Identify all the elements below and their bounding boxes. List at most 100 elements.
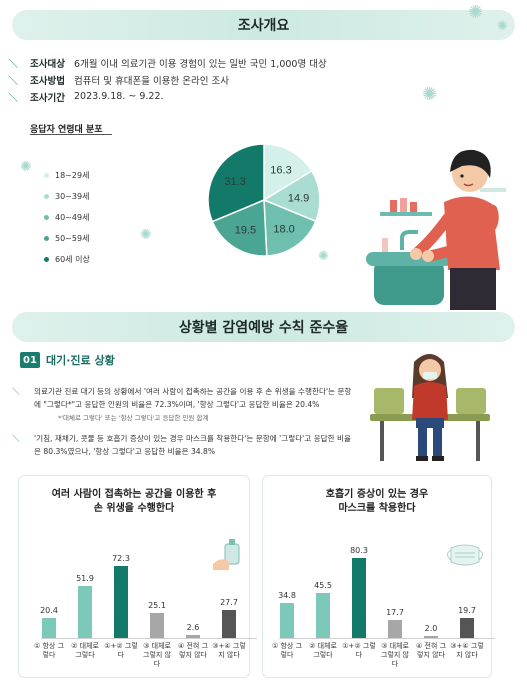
paragraph-mask: ＼ '기침, 재채기, 콧물 등 호흡기 증상이 있는 경우 마스크를 착용한다… [12,432,354,458]
bar-category-label: ② 대체로 그렇다 [71,642,99,659]
bar-category-label: ③ 대체로 그렇지 않다 [381,642,409,668]
legend-item: 40~49세 [44,207,90,228]
bar-value-label: 27.7 [220,598,238,608]
tick-icon: ＼ [8,76,18,87]
bar [424,636,438,638]
pie-slice [211,198,268,257]
bar [42,617,56,638]
pie-slice [263,143,313,202]
bar-category-label: ① 항상 그렇다 [33,642,65,659]
info-value: 6개월 이내 의료기관 이용 경험이 있는 일반 국민 1,000명 대상 [74,58,327,70]
bar-category-label: ①+② 그렇다 [342,642,376,659]
card-title-line: 호흡기 증상이 있는 경우 [325,489,429,500]
bar-value-label: 25.1 [148,600,166,610]
legend-item: 60세 이상 [44,249,90,270]
bar [114,565,128,638]
bar-category-label: ④ 전혀 그렇지 않다 [415,642,447,659]
section-number: 01 [20,352,40,368]
legend-item: 18~29세 [44,165,90,186]
pie-value-label: 16.3 [270,165,291,177]
info-key: 조사방법 [30,75,65,87]
paragraph-hand-hygiene: ＼ 의료기관 진료 대기 등의 상황에서 '여러 사람이 접촉하는 공간을 이용… [12,385,354,411]
chart-axis [279,638,495,639]
survey-info: ＼ 조사대상 6개월 이내 의료기관 이용 경험이 있는 일반 국민 1,000… [8,54,327,105]
bar [150,612,164,638]
pie-legend: 18~29세 30~39세 40~49세 50~59세 60세 이상 [44,165,90,270]
mask-bar-chart: 34.8 ① 항상 그렇다 45.5 ② 대체로 그렇다 80.3 ①+② 그렇다 17.7… [263,476,495,679]
info-row-period: ＼ 조사기간 2023.9.18. ~ 9.22. [8,88,327,105]
hand-hygiene-card: 여러 사람이 접촉하는 공간을 이용한 후 손 위생을 수행한다 20.4 ① 항… [18,475,257,679]
bar-value-label: 19.7 [458,606,476,616]
pie-slice [262,169,321,223]
virus-icon: ✺ [468,2,484,23]
tick-icon: ＼ [12,434,20,443]
pie-slice [263,198,317,257]
info-row-method: ＼ 조사방법 컴퓨터 및 휴대폰을 이용한 온라인 조사 [8,71,327,88]
pie-value-label: 14.9 [288,192,309,204]
survey-banner: 조사개요 [12,10,515,40]
legend-dot [44,236,49,241]
bar-value-label: 72.3 [112,553,130,563]
legend-dot [44,194,49,199]
compliance-banner: 상황별 감염예방 수칙 준수율 [12,312,515,342]
virus-icon: ✺ [422,84,438,105]
info-value: 컴퓨터 및 휴대폰을 이용한 온라인 조사 [74,75,229,87]
bar-category-label: ② 대체로 그렇다 [309,642,337,659]
footnote: *'대체로 그렇다' 또는 '항상 그렇다'고 응답한 인원 합계 [58,414,209,422]
legend-label: 30~39세 [55,192,90,201]
hand-hygiene-bar-chart: 20.4 ① 항상 그렇다 51.9 ② 대체로 그렇다 72.3 ①+② 그렇다 25.1… [19,476,257,679]
tick-icon: ＼ [8,59,18,70]
bar-category-label: ③+④ 그렇지 않다 [212,642,246,659]
legend-dot [44,215,49,220]
bar-value-label: 17.7 [386,608,404,618]
card-title-line: 마스크를 착용한다 [338,503,416,514]
virus-icon: ✺ [318,249,329,264]
legend-dot [44,257,49,262]
bar-category-label: ①+② 그렇다 [104,642,138,659]
waiting-room-illustration [370,354,490,461]
age-pie-chart: 16.3 14.9 18.0 19.5 31.3 [207,143,321,257]
paragraph-text: 의료기관 진료 대기 등의 상황에서 '여러 사람이 접촉하는 공간을 이용 후… [34,387,352,409]
bar [186,635,200,638]
bar [352,557,366,638]
legend-item: 50~59세 [44,228,90,249]
bar-category-label: ④ 전혀 그렇지 않다 [177,642,209,659]
bar [460,618,474,638]
virus-icon: ✺ [20,159,32,175]
bar-category-label: ③ 대체로 그렇지 않다 [143,642,171,668]
mask-card: 호흡기 증상이 있는 경우 마스크를 착용한다 34.8 ① 항상 그렇다 45.5… [262,475,495,679]
tick-icon: ＼ [12,387,20,396]
pie-value-label: 31.3 [224,176,245,188]
bar-value-label: 2.0 [424,624,438,633]
card-title-line: 여러 사람이 접촉하는 공간을 이용한 후 [51,489,217,500]
bar [316,592,330,638]
legend-label: 50~59세 [55,234,90,243]
chart-axis [41,638,257,639]
compliance-title: 상황별 감염예방 수칙 준수율 [178,320,349,336]
bar [78,586,92,638]
bar-value-label: 2.6 [186,623,200,633]
legend-dot [44,173,49,178]
card-title: 여러 사람이 접촉하는 공간을 이용한 후 손 위생을 수행한다 [19,488,249,516]
bar-value-label: 51.9 [76,574,94,584]
legend-label: 60세 이상 [55,255,90,264]
info-row-target: ＼ 조사대상 6개월 이내 의료기관 이용 경험이 있는 일반 국민 1,000… [8,54,327,71]
bar-category-label: ③+④ 그렇지 않다 [450,642,484,659]
bar [280,603,294,638]
bar-value-label: 20.4 [40,605,58,615]
virus-icon: ✺ [497,19,508,34]
bar-value-label: 34.8 [278,591,296,601]
section-title: 대기·진료 상황 [46,354,115,367]
bar-category-label: ① 항상 그렇다 [271,642,303,659]
bar-value-label: 80.3 [350,545,368,555]
tick-icon: ＼ [8,93,18,104]
legend-label: 40~49세 [55,213,90,222]
virus-icon: ✺ [140,227,152,243]
pie-value-label: 19.5 [235,224,256,236]
age-dist-title: 응답자 연령대 분포 [30,125,103,135]
info-key: 조사대상 [30,58,65,70]
legend-label: 18~29세 [55,171,90,180]
mask-icon [447,544,483,566]
pie-slice [207,143,265,223]
bar [222,610,236,638]
